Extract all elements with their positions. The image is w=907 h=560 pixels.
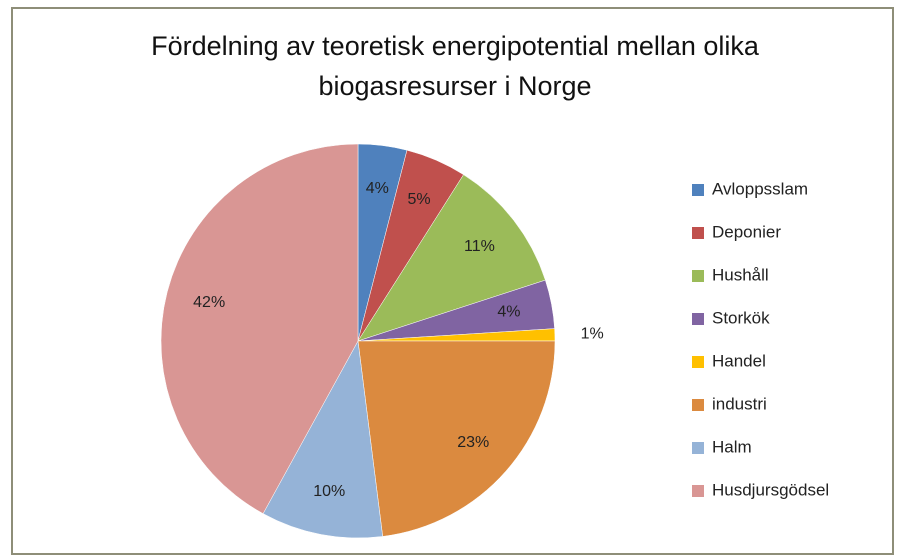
pie-slice <box>357 340 556 537</box>
data-label: 5% <box>407 191 430 208</box>
data-label: 10% <box>313 483 345 500</box>
legend-label: Halm <box>712 437 752 456</box>
legend-swatch <box>692 184 704 196</box>
legend-label: Hushåll <box>712 265 769 284</box>
pie-slice <box>357 174 546 342</box>
legend-swatch <box>692 485 704 497</box>
pie-slice <box>262 340 383 539</box>
data-label: 23% <box>457 434 489 451</box>
data-label: 4% <box>366 180 389 197</box>
legend-label: Avloppsslam <box>712 179 808 198</box>
chart-title: Fördelning av teoretisk energipotential … <box>151 31 759 101</box>
legend-swatch <box>692 313 704 325</box>
legend-swatch <box>692 270 704 282</box>
data-label: 4% <box>497 303 520 320</box>
pie-slice <box>160 143 359 514</box>
data-label: 42% <box>193 294 225 311</box>
legend-label: Husdjursgödsel <box>712 480 829 499</box>
legend-swatch <box>692 356 704 368</box>
legend-label: industri <box>712 394 767 413</box>
legend-label: Storkök <box>712 308 770 327</box>
legend-swatch <box>692 399 704 411</box>
data-label: 1% <box>581 325 604 342</box>
legend-swatch <box>692 442 704 454</box>
legend-label: Deponier <box>712 222 781 241</box>
legend-label: Handel <box>712 351 766 370</box>
legend-swatch <box>692 227 704 239</box>
data-label: 11% <box>464 238 495 255</box>
